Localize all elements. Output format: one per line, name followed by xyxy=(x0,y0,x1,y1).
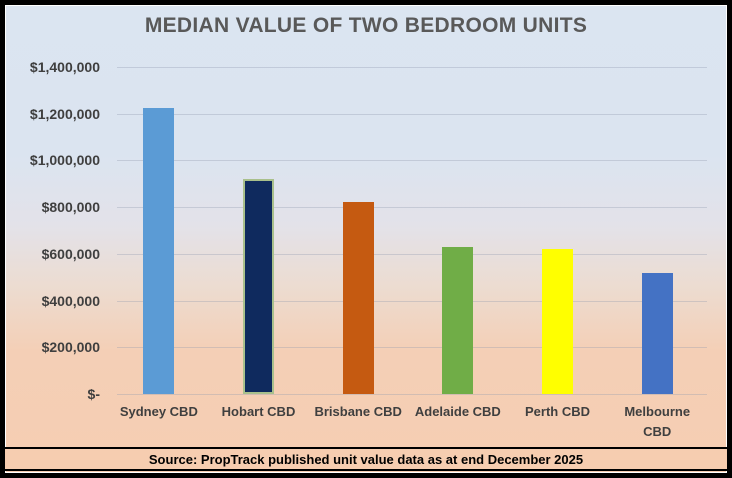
y-axis-tick-label: $1,400,000 xyxy=(29,59,100,75)
y-axis-tick-label: $200,000 xyxy=(41,339,100,356)
y-axis-tick-label: $400,000 xyxy=(41,292,100,309)
gridline xyxy=(117,300,707,302)
source-band: Source: PropTrack published unit value d… xyxy=(5,447,727,471)
y-axis-tick-label: $1,200,000 xyxy=(29,105,100,122)
x-axis-category-label: Perth CBD xyxy=(525,404,591,419)
x-axis-category-label: Brisbane CBD xyxy=(314,404,402,419)
bar-slot xyxy=(109,67,209,394)
x-axis-category-label: Adelaide CBD xyxy=(414,404,501,419)
y-axis-tick-label: $- xyxy=(87,386,100,402)
bar-slot xyxy=(607,67,707,394)
bar-brisbane-cbd xyxy=(342,202,374,394)
chart-title: MEDIAN VALUE OF TWO BEDROOM UNITS xyxy=(144,14,588,37)
y-axis-tick-label: $1,000,000 xyxy=(29,152,100,169)
bar-slot xyxy=(209,67,309,394)
gridline xyxy=(117,394,707,395)
gridline xyxy=(117,113,707,115)
gridline xyxy=(117,253,707,255)
x-axis-category-label: Melbourne CBD xyxy=(624,404,691,439)
gridline xyxy=(117,347,707,349)
source-text: Source: PropTrack published unit value d… xyxy=(148,451,584,467)
y-axis-tick-label: $800,000 xyxy=(41,199,100,216)
gridline xyxy=(117,160,707,162)
bars-group xyxy=(109,67,707,394)
plot-area xyxy=(109,67,707,395)
bar-slot xyxy=(408,67,508,394)
gridline xyxy=(117,67,707,68)
bar-perth-cbd xyxy=(542,249,574,394)
x-axis-category-label: Sydney CBD xyxy=(119,404,198,419)
bar-melbourne-cbd xyxy=(641,273,673,394)
bar-slot xyxy=(308,67,408,394)
bar-slot xyxy=(508,67,608,394)
bar-hobart-cbd xyxy=(243,179,274,394)
x-axis-category-label: Hobart CBD xyxy=(221,404,296,419)
y-axis-tick-label: $600,000 xyxy=(41,245,100,262)
gridline xyxy=(117,207,707,209)
x-axis: Sydney CBD Hobart CBD Brisbane CBD Adelaide… xyxy=(109,402,707,441)
bar-sydney-cbd xyxy=(143,108,175,394)
bar-adelaide-cbd xyxy=(442,247,474,394)
